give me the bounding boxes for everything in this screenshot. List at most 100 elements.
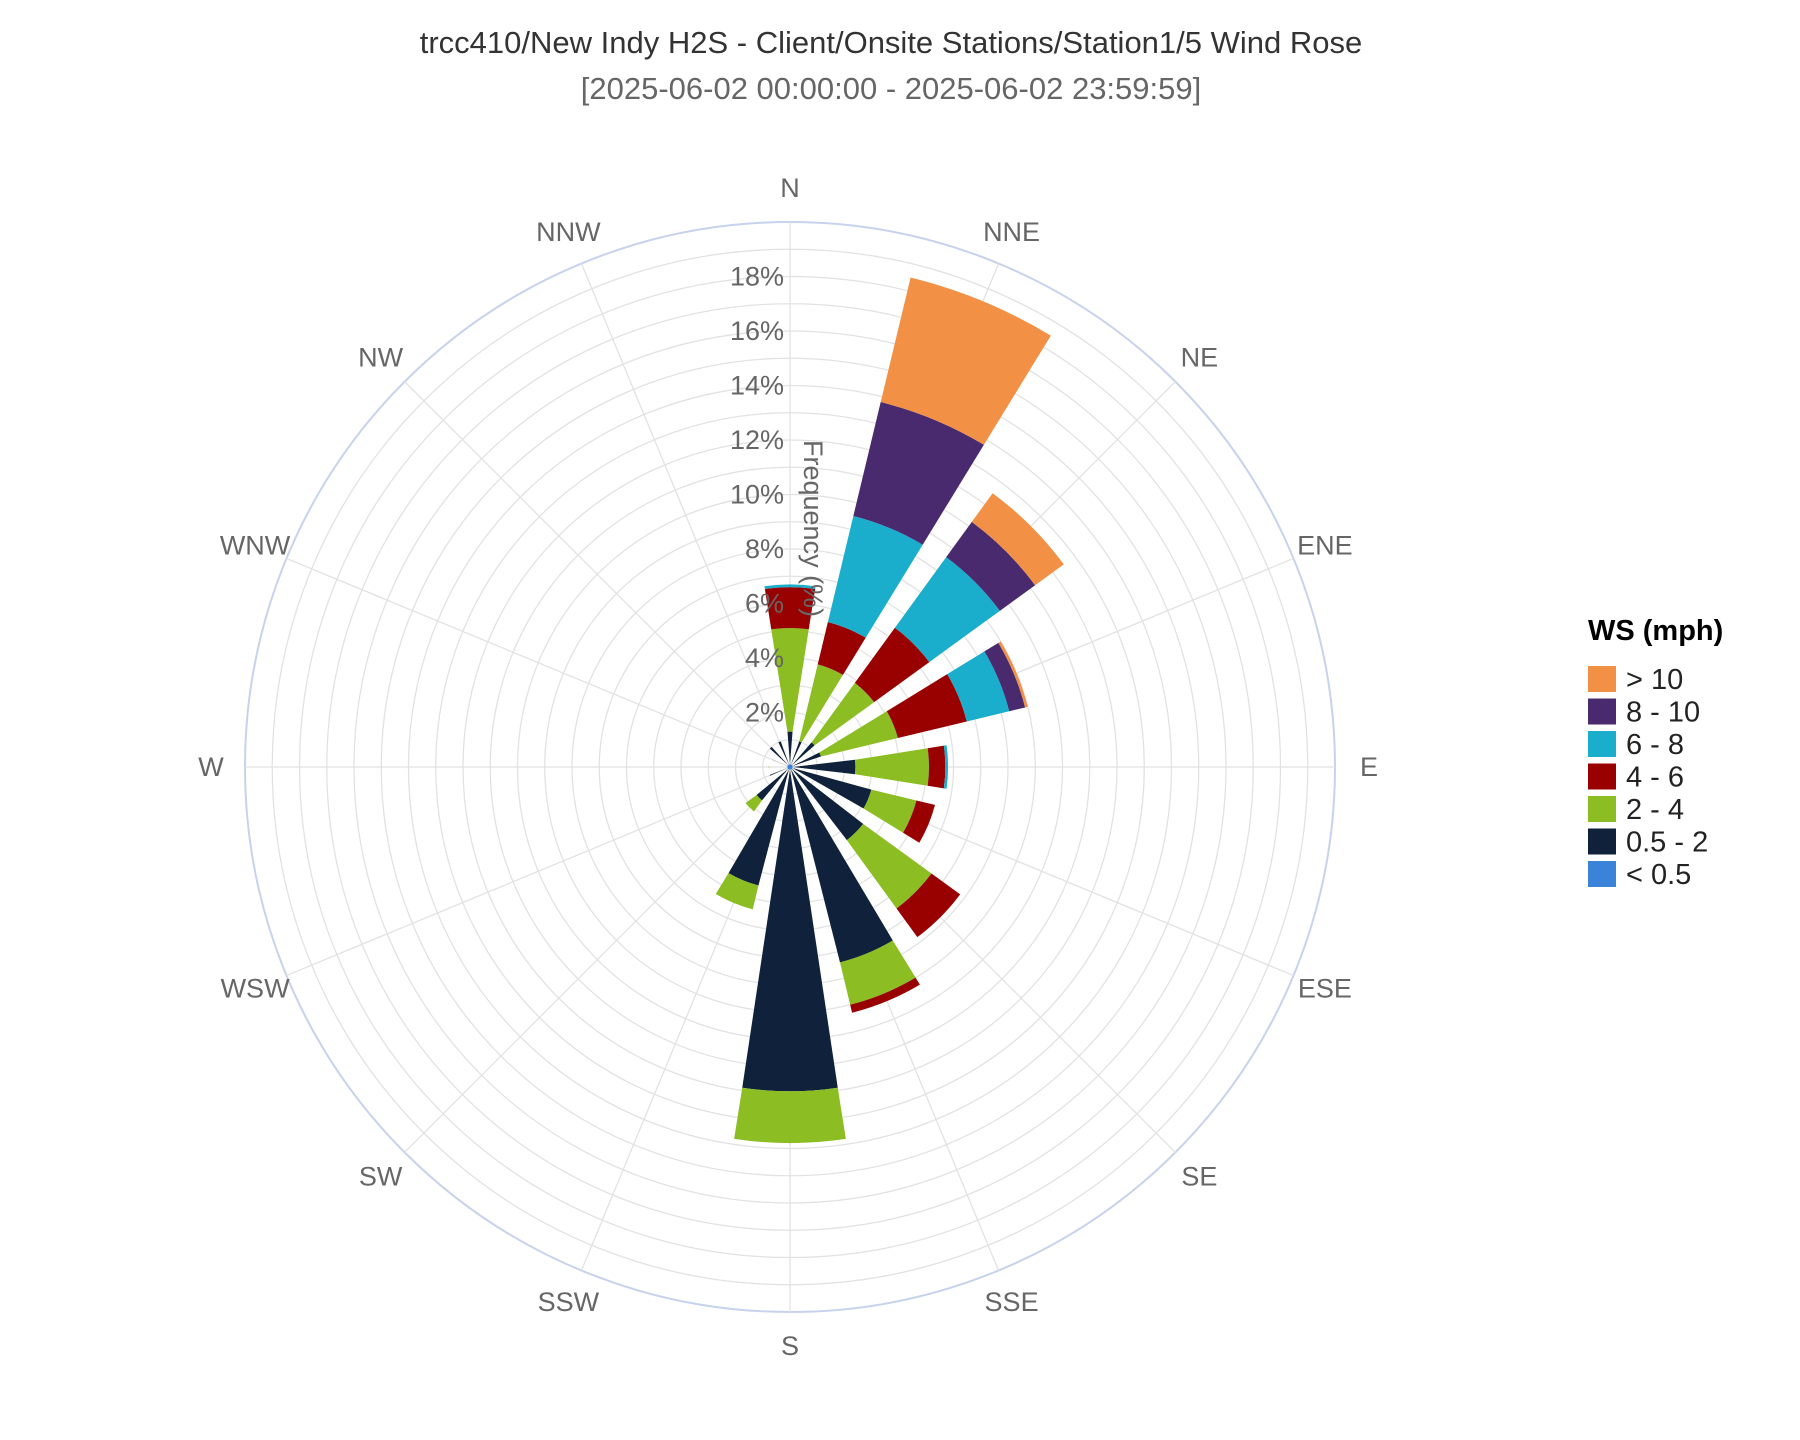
bar-wnw-0-5-2: [772, 759, 788, 766]
bar-ene-4-6: [886, 674, 967, 739]
direction-label-ene: ENE: [1297, 530, 1353, 560]
legend-item-gt-10: > 10: [1588, 664, 1683, 696]
bar-ene-2-4: [819, 711, 898, 757]
legend-label: < 0.5: [1626, 859, 1691, 891]
petal-ne: [787, 493, 1064, 770]
direction-label-nne: NNE: [983, 217, 1040, 247]
legend-item-4-6: 4 - 6: [1588, 762, 1684, 794]
bar-ssw-2-4: [715, 873, 759, 910]
bar-ene-8-10: [984, 642, 1026, 712]
grid-spoke: [286, 766, 791, 977]
bar-n-6-8: [764, 584, 816, 589]
direction-label-wsw: WSW: [221, 974, 290, 1004]
bar-w-2-4: [768, 766, 771, 768]
bar-ne-6-8: [894, 557, 1000, 663]
bar-sw-0-5-2: [756, 768, 789, 801]
wind-rose-bars: [715, 277, 1064, 1144]
tick-label: 16%: [730, 316, 784, 346]
bar-nne-gt-10: [880, 277, 1051, 445]
bar-ene-0-5-2: [792, 752, 821, 766]
bar-se-0-5-2: [791, 768, 864, 841]
grid-spoke: [404, 381, 791, 768]
chart-subtitle: [2025-06-02 00:00:00 - 2025-06-02 23:59:…: [581, 71, 1201, 106]
chart-title: trcc410/New Indy H2S - Client/Onsite Sta…: [420, 25, 1363, 60]
tick-label: 12%: [730, 425, 784, 455]
legend-label: 6 - 8: [1626, 729, 1684, 761]
bar-ssw-0-5-2: [728, 769, 789, 886]
tick-label: 18%: [730, 262, 784, 292]
polar-grid: [244, 221, 1336, 1313]
bar-e-2-4: [854, 748, 929, 786]
bar-n-0-5-2: [787, 731, 793, 765]
direction-label-sse: SSE: [985, 1287, 1039, 1317]
bar-n-4-6: [764, 587, 816, 630]
bar-sse-0-5-2: [791, 769, 893, 963]
bar-nne-2-4: [799, 664, 843, 743]
bar-ene-6-8: [947, 651, 1010, 722]
legend-label: > 10: [1626, 664, 1683, 696]
tick-label: 10%: [730, 480, 784, 510]
petal-nne: [787, 277, 1051, 769]
legend-item-lt-0-5: < 0.5: [1588, 859, 1691, 891]
bar-ese-2-4: [863, 789, 917, 833]
bar-se-2-4: [846, 823, 932, 909]
bar-sse-2-4: [839, 940, 916, 1005]
legend-label: 8 - 10: [1626, 697, 1700, 729]
bar-e-6-8: [943, 745, 949, 789]
legend-swatch: [1588, 828, 1616, 855]
direction-label-sw: SW: [359, 1161, 403, 1191]
bar-ese-4-6: [903, 800, 936, 843]
legend-label: 4 - 6: [1626, 762, 1684, 794]
legend-item-8-10: 8 - 10: [1588, 697, 1700, 729]
petal-se: [787, 764, 961, 938]
legend-item-0-5-2: 0.5 - 2: [1588, 827, 1708, 859]
direction-label-se: SE: [1181, 1161, 1217, 1191]
bar-nne-8-10: [853, 402, 984, 545]
petal-ese: [788, 764, 936, 843]
petal-e: [788, 745, 949, 789]
bar-nnw-0-5-2: [778, 741, 789, 765]
direction-label-w: W: [198, 752, 224, 782]
direction-label-s: S: [781, 1331, 799, 1361]
legend-title: WS (mph): [1588, 615, 1723, 647]
legend-swatch: [1588, 666, 1616, 692]
legend-swatch: [1588, 698, 1616, 725]
bar-ne-2-4: [811, 682, 875, 746]
grid-spoke: [580, 263, 791, 768]
bar-nne-0-5-2: [791, 741, 802, 765]
bar-s-0-5-2: [742, 769, 838, 1092]
petal-ene: [788, 641, 1028, 770]
bar-wsw-0-5-2: [769, 768, 788, 776]
bar-se-4-6: [896, 873, 961, 938]
bar-ne-0-5-2: [791, 742, 815, 766]
direction-label-ese: ESE: [1298, 974, 1352, 1004]
bar-e-0-5-2: [792, 759, 856, 775]
legend-label: 0.5 - 2: [1626, 827, 1708, 859]
bar-ese-0-5-2: [792, 768, 872, 809]
legend: WS (mph) > 108 - 106 - 84 - 62 - 40.5 - …: [1588, 615, 1723, 891]
direction-label-ssw: SSW: [538, 1287, 600, 1317]
bar-s-2-4: [734, 1087, 846, 1144]
tick-label: 14%: [730, 371, 784, 401]
radial-tick-labels: 2% 4% 6% 8% 10% 12% 14% 16% 18%: [730, 262, 784, 728]
direction-label-n: N: [780, 173, 800, 203]
bar-sw-2-4: [745, 794, 763, 812]
legend-swatch: [1588, 763, 1616, 790]
bar-ne-8-10: [946, 521, 1036, 611]
legend-item-6-8: 6 - 8: [1588, 729, 1684, 761]
bar-nnw-lt-0-5: [787, 765, 793, 769]
legend-swatch: [1588, 731, 1616, 757]
bar-ne-4-6: [854, 627, 930, 703]
bar-e-4-6: [927, 745, 946, 789]
legend-swatch: [1588, 861, 1616, 887]
grid-spoke: [404, 766, 791, 1153]
tick-label: 6%: [745, 589, 784, 619]
tick-label: 8%: [745, 534, 784, 564]
bar-ene-gt-10: [998, 641, 1028, 708]
direction-label-nnw: NNW: [536, 217, 601, 247]
petal-n: [764, 584, 816, 769]
legend-swatch: [1588, 796, 1616, 822]
bar-sse-4-6: [850, 977, 920, 1013]
grid-spoke: [286, 557, 791, 768]
bar-n-2-4: [771, 628, 809, 732]
